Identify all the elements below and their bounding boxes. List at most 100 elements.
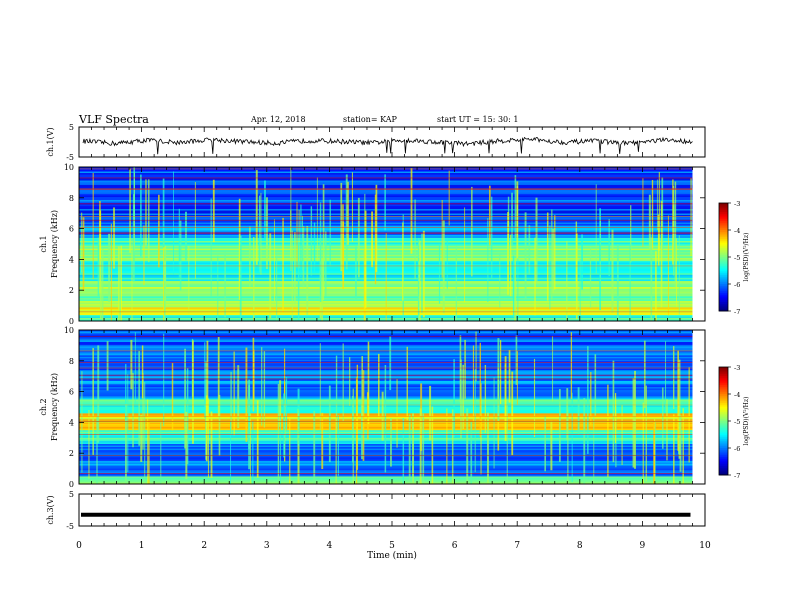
ch2-spectrogram-streak [142,373,144,450]
ch2-spectrogram-colorbar-cell [719,460,728,463]
ch2-spectrogram-streak [412,413,414,484]
ch1-spectrogram-streak [658,172,660,251]
ch1-spectrogram-colorbar-cell [719,267,728,270]
ch1-spectrogram-streak [642,178,644,247]
ch2-spectrogram-streak [356,364,358,470]
ch1-spectrogram-colorbar-cell [719,237,728,240]
ch2-spectrogram-streak [475,331,477,382]
ch2-spectrogram-colorbar-cell [719,435,728,438]
ch2-spectrogram-band-line [79,352,693,355]
ch1-spectrogram-colorbar-cell [719,233,728,236]
ch1-spectrogram-colorbar-cell [719,228,728,231]
ch1-spectrogram-band-line [79,230,693,232]
ch1-spectrogram-streak [446,237,448,289]
ch2-spectrogram-band-line [79,332,693,335]
ch2-spectrogram-streak [96,416,98,484]
ch2-spectrogram-streak [252,421,254,484]
ch2-spectrogram-colorbar-cell [719,464,728,467]
ch1-spectrogram-streak [499,252,501,308]
ch2-spectrogram-streak [500,340,502,404]
ch2-spectrogram-streak [132,373,134,448]
ch1-spectrogram-streak [99,258,102,320]
ch2-spectrogram-streak [515,335,518,385]
ch2-spectrogram-colorbar-tick-label: -4 [734,391,740,399]
ch1-spectrogram-streak [402,222,404,301]
ch2-spectrogram-streak [218,394,221,456]
ch1-spectrogram-colorbar-cell [719,253,728,256]
ch2-spectrogram-streak [451,409,454,484]
ch2-spectrogram-streak [147,399,149,484]
ch1-spectrogram-streak [143,225,145,286]
ch2-spectrogram-streak [283,393,285,458]
ch2-spectrogram-colorbar-cell [719,406,728,409]
ch1-spectrogram-ytick-label: 2 [69,286,74,295]
ch1-spectrogram-colorbar-tick-label: -3 [734,200,740,208]
time-tick-label: 9 [640,541,646,551]
ch1-spectrogram-streak [355,246,357,299]
ch2-spectrogram-colorbar-cell [719,385,728,388]
ch2-spectrogram-colorbar-cell [719,401,728,404]
ch1-spectrogram-streak [422,230,425,318]
ch2-spectrogram-band-line [79,337,693,340]
ch1-spectrogram-streak [173,171,174,275]
ch1-spectrogram-streak [514,175,517,239]
ch2-spectrogram-streak [204,342,206,418]
ch1-spectrogram-colorbar-cell [719,258,728,261]
time-tick-label: 6 [452,541,458,551]
ch2-spectrogram-hline [79,350,693,352]
ch1-spectrogram-streak [374,194,377,285]
ch3-waveform-ylabel: ch.3(V) [46,495,55,524]
ch1-spectrogram-streak [655,251,657,321]
time-tick-label: 8 [577,541,583,551]
ch2-spectrogram-streak [163,333,165,427]
ch1-spectrogram-streak [363,248,366,321]
ch2-spectrogram-ylabel: Frequency (kHz) [50,373,59,441]
ch1-spectrogram-colorbar-cell [719,248,728,251]
ch2-spectrogram-streak [277,383,280,480]
ch2-spectrogram-image [79,330,705,485]
ch1-spectrogram-streak [113,207,115,269]
ch1-spectrogram-ylabel: Frequency (kHz) [50,210,59,278]
ch1-spectrogram-streak [678,235,680,315]
time-tick-label: 5 [389,541,395,551]
ch1-spectrogram-streak [488,185,491,246]
ch1-spectrogram-streak [179,220,182,291]
ch2-spectrogram-colorbar-tick-label: -6 [734,445,740,453]
ch2-spectrogram-streak [230,371,232,435]
ch2-spectrogram-streak [335,355,338,434]
ch1-spectrogram-streak [260,192,262,275]
ch2-spectrogram-streak [352,395,354,463]
ch2-spectrogram-streak [285,377,288,430]
ch1-spectrogram-streak [507,212,509,295]
ch1-spectrogram-colorbar-cell [719,305,728,308]
ch2-spectrogram-streak [361,403,363,460]
ch1-spectrogram-streak [599,208,602,311]
ch2-spectrogram-streak [634,370,636,469]
ch2-spectrogram-streak [217,336,220,419]
ch1-spectrogram-ytick-label: 6 [69,225,74,234]
ch2-spectrogram-band-line [79,480,693,483]
ch2-spectrogram-streak [396,379,398,448]
ch2-spectrogram-streak [184,348,187,449]
ch1-spectrogram-ytick-label: 0 [69,317,74,326]
ch1-spectrogram-colorbar-cell [719,291,728,294]
ch2-spectrogram-hline [79,367,693,369]
ch2-spectrogram-colorbar-cell [719,412,728,415]
ch2-spectrogram-band-line [79,474,693,477]
ch1-spectrogram-streak [364,210,367,308]
ch2-spectrogram-streak [106,341,109,391]
ch3-waveform-ytick-label: -5 [66,522,74,531]
ch2-spectrogram-streak [677,350,679,451]
ch2-spectrogram-streak [653,421,655,484]
ch2-spectrogram-hline [79,416,693,417]
ch1-spectrogram-streak [566,240,568,321]
ch1-spectrogram-ytick-label: 10 [64,163,74,172]
ch2-spectrogram-streak [381,391,384,441]
ch1-spectrogram-streak [212,179,215,243]
ch2-spectrogram-streak [470,422,473,484]
ch2-spectrogram-streak [462,364,465,429]
ch1-spectrogram-colorbar-cell [719,302,728,305]
ch1-spectrogram-streak [581,234,583,290]
ch2-spectrogram-hline [79,454,693,456]
ch1-spectrogram-streak [148,179,150,263]
